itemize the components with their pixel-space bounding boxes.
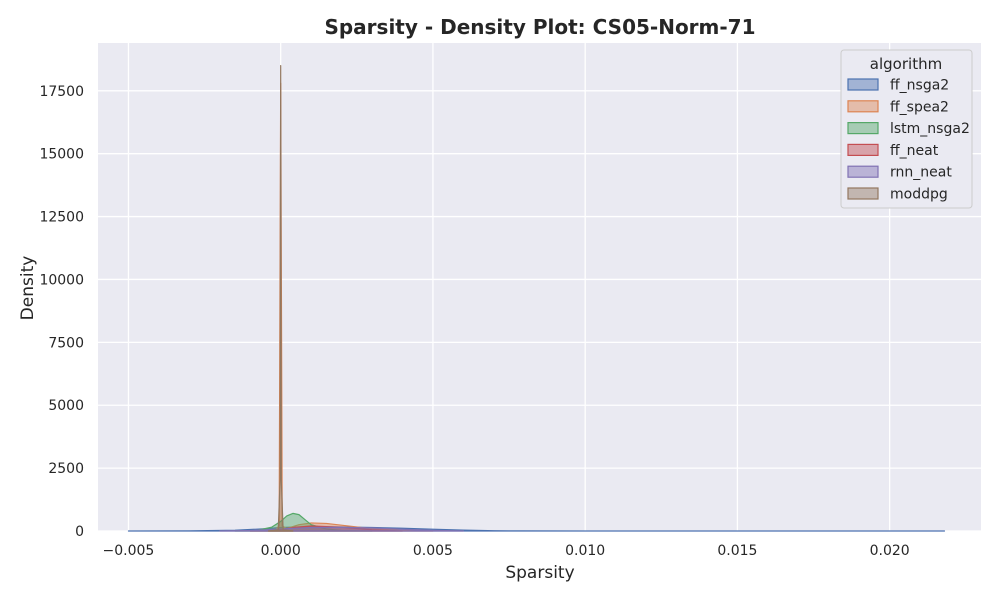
legend-label-moddpg: moddpg — [890, 187, 948, 203]
legend-label-lstm_nsga2: lstm_nsga2 — [890, 121, 970, 137]
density-area-moddpg — [267, 65, 294, 532]
x-tick-label: 0.015 — [717, 543, 757, 559]
legend-swatch-lstm_nsga2 — [847, 121, 879, 135]
y-tick-label: 15000 — [39, 147, 84, 163]
legend: algorithm ff_nsga2ff_spea2lstm_nsga2ff_n… — [840, 49, 973, 209]
x-tick-label: 0.000 — [261, 543, 301, 559]
legend-swatch-rnn_neat — [847, 165, 879, 178]
y-axis-label: Density — [18, 256, 38, 321]
y-tick-label: 5000 — [48, 398, 84, 414]
legend-title: algorithm — [870, 55, 942, 73]
y-tick-label: 12500 — [39, 210, 84, 226]
y-tick-label: 10000 — [39, 272, 84, 288]
y-tick-label: 7500 — [48, 335, 84, 351]
density-area-rnn_neat — [219, 526, 464, 532]
x-tick-label: 0.020 — [870, 543, 910, 559]
y-tick-label: 17500 — [39, 84, 84, 100]
legend-label-ff_nsga2: ff_nsga2 — [890, 78, 949, 94]
plot-area — [98, 43, 981, 531]
legend-label-ff_neat: ff_neat — [890, 143, 939, 159]
x-tick-label: 0.010 — [565, 543, 605, 559]
x-tick-label: −0.005 — [103, 543, 155, 559]
density-areas — [127, 65, 946, 532]
y-tick-label: 0 — [75, 524, 84, 540]
legend-items: ff_nsga2 ff_spea2 lstm_nsga2 ff_neat rnn_nea… — [847, 78, 970, 203]
x-tick-label: 0.005 — [413, 543, 453, 559]
y-tick-label: 2500 — [48, 461, 84, 477]
legend-swatch-ff_neat — [847, 143, 879, 156]
legend-swatch-moddpg — [847, 187, 879, 200]
legend-swatch-ff_spea2 — [847, 100, 879, 113]
legend-label-ff_spea2: ff_spea2 — [890, 99, 949, 115]
x-axis-ticks: −0.005 0.000 0.005 0.010 0.015 0.020 — [103, 543, 910, 559]
x-axis-label: Sparsity — [505, 563, 574, 583]
legend-swatch-ff_nsga2 — [847, 78, 879, 91]
y-axis-ticks: 0 2500 5000 7500 10000 12500 15000 17500 — [39, 84, 84, 540]
chart-title: Sparsity - Density Plot: CS05-Norm-71 — [324, 15, 755, 39]
legend-label-rnn_neat: rnn_neat — [890, 165, 952, 181]
